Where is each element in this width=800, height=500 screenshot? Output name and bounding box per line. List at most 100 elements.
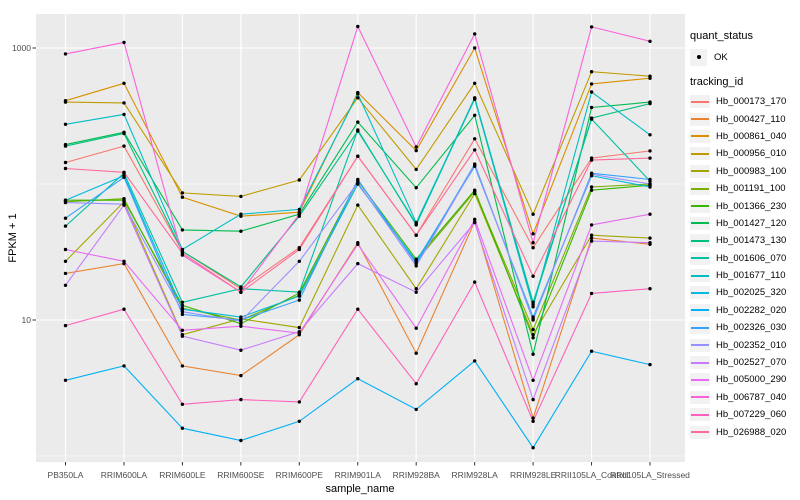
legend-item: Hb_002326_030 [690,319,798,336]
data-point [589,236,594,240]
data-point [473,97,477,101]
x-tick-label: RRIM928LA [451,470,498,480]
data-point [122,198,126,202]
legend-item-label: Hb_001366_230 [716,200,787,212]
data-point [589,172,594,176]
data-point [531,241,535,245]
x-tick-label: RRIM901LA [335,470,382,480]
data-point [297,325,301,330]
data-point [648,177,652,182]
data-point [297,212,301,216]
x-tick-label: RRIM928BA [393,470,441,480]
legend-key-box [690,338,710,352]
data-point [414,407,418,412]
legend-item: Hb_000956_010 [690,145,798,162]
x-tick-label: RRII105LA_Stressed [610,470,690,480]
data-point [63,200,68,205]
legend-item: Hb_002282_020 [690,302,798,319]
legend-key-box [690,286,710,300]
series-color-line-icon [691,257,709,260]
data-point [356,120,360,124]
legend-item: Hb_002025_320 [690,284,798,301]
legend-key-box [690,164,710,178]
y-axis-title: FPKM + 1 [7,213,19,263]
legend-item-label: Hb_005000_290 [716,374,787,386]
data-point [122,170,126,174]
data-point [356,181,360,185]
data-point [648,133,652,137]
data-point [239,287,243,291]
series-color-line-icon [691,413,709,416]
data-point [473,148,477,152]
data-point [180,402,185,406]
legend-item-label: Hb_002352_010 [716,339,787,351]
data-point [414,186,418,190]
series-color-line-icon [691,187,709,190]
data-point [473,113,477,118]
legend-item: Hb_001473_130 [690,232,798,249]
legend-title-tracking-id: tracking_id [690,76,744,88]
series-color-line-icon [691,170,709,173]
data-point [589,291,594,296]
legend-item-label: Hb_001427_120 [716,217,787,229]
legend-item-label: Hb_001606_070 [716,252,787,264]
data-point [122,203,126,207]
legend-key-box [690,95,710,109]
data-point [473,32,477,36]
y-tick-label: 1000 [12,43,31,53]
data-point [473,220,477,225]
data-point [589,188,594,192]
data-point [531,232,535,236]
series-color-line-icon [691,118,709,121]
data-point [297,247,301,252]
legend-item-label: Hb_001473_130 [716,235,787,247]
data-point [180,195,185,199]
legend-entries: Hb_000173_170 Hb_000427_110 Hb_000861_040 H… [690,93,798,441]
data-point [63,323,68,328]
legend-item-label: Hb_002527_070 [716,357,787,369]
data-point [414,351,418,355]
data-point [531,419,535,423]
data-point [63,144,68,148]
series-color-line-icon [691,344,709,347]
data-point [356,92,360,96]
data-point [63,247,68,252]
data-point [63,378,68,382]
data-point [63,271,68,276]
legend-item: Hb_002527_070 [690,354,798,371]
data-point [180,228,185,232]
data-point [122,131,126,136]
data-point [180,307,185,311]
legend-item: Hb_000173_170 [690,93,798,110]
legend-item: Hb_006787_040 [690,389,798,406]
legend-key-box [690,112,710,126]
data-point [63,160,68,165]
legend-item-label: Hb_000983_100 [716,165,787,177]
data-point [180,328,185,332]
data-point [63,216,68,220]
data-point [239,438,243,443]
series-color-line-icon [691,222,709,225]
data-point [180,364,185,368]
legend-key-box [690,182,710,196]
legend-key-box [690,408,710,422]
x-tick-label: RRIM600SE [217,470,265,480]
data-point [180,191,185,195]
data-point [63,224,68,228]
legend-item-label: Hb_006787_040 [716,391,787,403]
data-point [589,90,594,94]
legend-key-box [690,356,710,370]
legend-item: Hb_026988_020 [690,423,798,440]
data-point [63,166,68,171]
data-point [648,182,652,186]
x-tick-label: RRIM600PE [276,470,324,480]
legend: quant_status OK tracking_id Hb_000173_17… [690,30,798,441]
data-point [297,207,301,212]
legend-item-label: Hb_026988_020 [716,426,787,438]
data-point [531,416,535,420]
legend-item-label: Hb_002282_020 [716,304,787,316]
data-point [356,96,360,100]
legend-item: Hb_000983_100 [690,163,798,180]
data-point [531,317,535,321]
